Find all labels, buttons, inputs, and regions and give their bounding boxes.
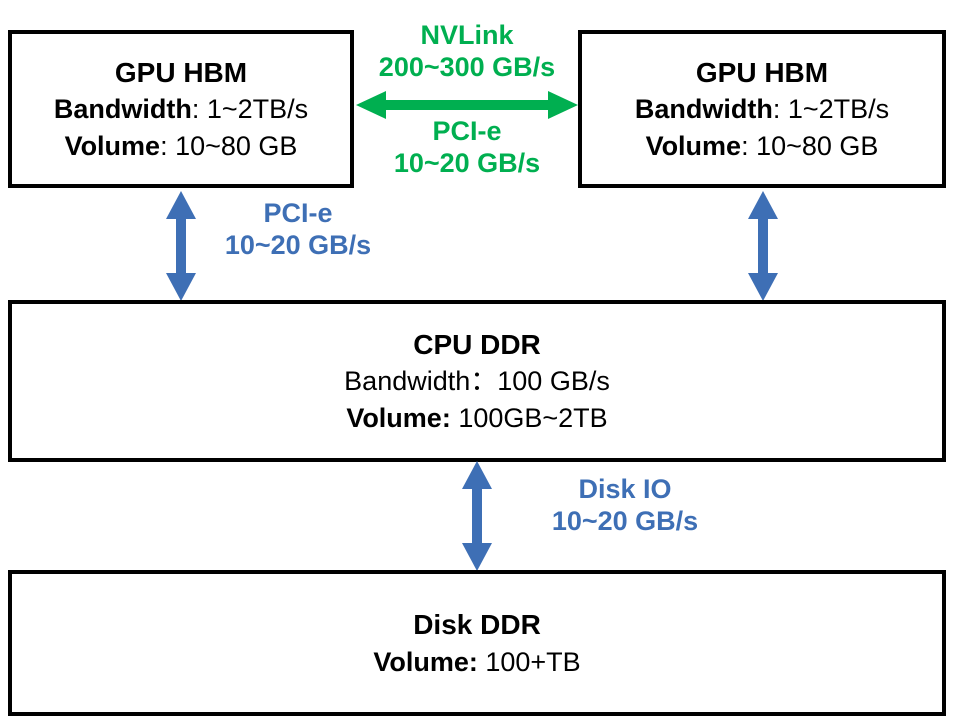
nvlink-label: NVLink 200~300 GB/s	[356, 20, 578, 84]
cpu-volume-label: Volume:	[346, 402, 451, 433]
gpu-right-bandwidth-value: : 1~2TB/s	[772, 94, 890, 125]
arrow-shaft	[383, 100, 551, 110]
arrow-head-top	[748, 191, 778, 219]
arrow-shaft	[176, 216, 186, 276]
pcie-left-label: PCI-e 10~20 GB/s	[193, 198, 403, 262]
gpu-right-volume-line: Volume: 10~80 GB	[646, 128, 879, 164]
cpu-volume-line: Volume: 100GB~2TB	[346, 400, 607, 436]
cpu-bandwidth-line: Bandwidth：100 GB/s	[344, 363, 610, 399]
gpu-left-bandwidth-label: Bandwidth	[53, 94, 192, 125]
pcie-top-label-line2: 10~20 GB/s	[393, 147, 541, 178]
disk-volume-line: Volume: 100+TB	[373, 644, 580, 680]
gpu-right-volume-label: Volume	[645, 130, 742, 161]
nvlink-label-line2: 200~300 GB/s	[378, 51, 556, 82]
arrow-head-bottom	[462, 543, 492, 571]
pcie-left-label-line2: 10~20 GB/s	[224, 229, 372, 260]
gpu-hbm-left-box: GPU HBM Bandwidth: 1~2TB/s Volume: 10~80…	[8, 30, 354, 188]
gpu-left-title: GPU HBM	[114, 56, 248, 88]
disk-io-label-line2: 10~20 GB/s	[551, 505, 699, 536]
gpu-left-bandwidth-value: : 1~2TB/s	[191, 94, 309, 125]
pcie-top-label-line1: PCI-e	[432, 116, 502, 146]
gpu-left-volume-label: Volume	[64, 130, 161, 161]
gpu-right-bandwidth-label: Bandwidth	[634, 94, 773, 125]
gpu-right-volume-value: : 10~80 GB	[741, 130, 879, 161]
pcie-left-double-arrow	[166, 191, 196, 301]
arrow-head-left	[356, 91, 386, 119]
arrow-head-top	[166, 191, 196, 219]
cpu-bandwidth-value: 100 GB/s	[497, 366, 610, 397]
arrow-shaft	[758, 216, 768, 276]
arrow-shaft	[472, 486, 482, 546]
disk-ddr-box: Disk DDR Volume: 100+TB	[8, 570, 946, 716]
disk-io-label: Disk IO 10~20 GB/s	[518, 474, 732, 538]
disk-title: Disk DDR	[413, 608, 541, 640]
disk-io-double-arrow	[462, 461, 492, 571]
cpu-title: CPU DDR	[413, 328, 541, 360]
gpu-left-volume-line: Volume: 10~80 GB	[65, 128, 298, 164]
gpu-hbm-right-box: GPU HBM Bandwidth: 1~2TB/s Volume: 10~80…	[578, 30, 946, 188]
gpu-left-volume-value: : 10~80 GB	[160, 130, 298, 161]
arrow-head-right	[548, 91, 578, 119]
gpu-left-bandwidth-line: Bandwidth: 1~2TB/s	[54, 91, 308, 127]
arrow-head-top	[462, 461, 492, 489]
nvlink-label-line1: NVLink	[420, 20, 514, 50]
pcie-right-double-arrow	[748, 191, 778, 301]
disk-volume-value: 100+TB	[477, 646, 581, 677]
pcie-left-label-line1: PCI-e	[263, 198, 333, 228]
cpu-bandwidth-label: Bandwidth：	[344, 366, 498, 397]
nvlink-double-arrow	[356, 91, 578, 119]
cpu-volume-value: 100GB~2TB	[450, 402, 608, 433]
gpu-right-title: GPU HBM	[695, 56, 829, 88]
arrow-head-bottom	[166, 273, 196, 301]
gpu-right-bandwidth-line: Bandwidth: 1~2TB/s	[635, 91, 889, 127]
cpu-ddr-box: CPU DDR Bandwidth：100 GB/s Volume: 100GB…	[8, 300, 946, 462]
pcie-top-label: PCI-e 10~20 GB/s	[356, 116, 578, 180]
disk-io-label-line1: Disk IO	[578, 474, 672, 504]
arrow-head-bottom	[748, 273, 778, 301]
disk-volume-label: Volume:	[373, 646, 478, 677]
